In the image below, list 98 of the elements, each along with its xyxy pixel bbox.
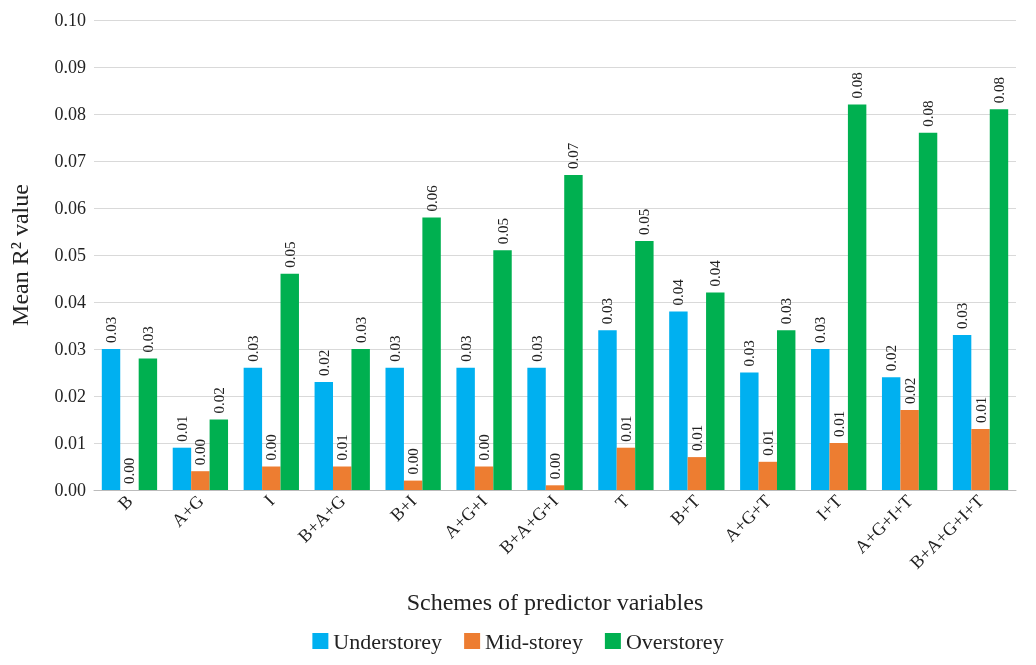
x-tick-label: T [611,490,633,513]
bar [758,461,777,490]
y-axis-title: Mean R² value [7,184,33,326]
x-tick-label: I [259,490,279,510]
data-label: 0.05 [281,241,298,268]
bar [280,273,299,490]
bar [243,367,263,490]
bar [527,367,546,490]
data-label: 0.00 [263,434,280,461]
data-label: 0.02 [883,344,900,372]
data-label: 0.03 [778,297,795,325]
bar [564,175,583,490]
data-label: 0.01 [972,396,989,423]
data-label: 0.03 [103,316,120,343]
data-label: 0.03 [244,335,261,362]
data-label: 0.08 [990,77,1007,104]
bar [971,428,990,490]
bar [811,349,830,490]
data-label: 0.03 [599,297,616,325]
data-label: 0.01 [334,434,351,461]
data-label: 0.01 [759,429,776,456]
bar [952,334,972,490]
bar [333,466,352,490]
data-label: 0.04 [670,278,687,306]
data-label: 0.03 [528,335,545,362]
bar [456,367,475,490]
bar [191,471,210,490]
legend-label: Understorey [333,628,443,654]
y-tick-label: 0.08 [54,104,86,124]
bar [209,419,229,490]
bar [403,480,423,490]
data-label: 0.01 [173,415,190,442]
data-label: 0.00 [547,453,563,480]
data-label: 0.03 [741,340,758,367]
bar [989,109,1009,490]
y-tick-label: 0.09 [54,57,86,77]
x-tick-label: I+T [812,490,846,525]
data-label: 0.07 [565,142,582,170]
bar [706,292,725,490]
bar [598,330,617,490]
bar [687,457,707,490]
x-axis-title: Schemes of predictor variables [406,589,704,615]
data-label: 0.00 [405,448,422,475]
data-label: 0.02 [901,377,918,405]
bar [422,217,441,490]
data-label: 0.05 [494,218,511,245]
data-label: 0.08 [849,72,866,99]
y-tick-label: 0.06 [54,198,86,218]
bar [545,485,565,490]
bar [172,447,192,490]
bar [493,250,512,490]
bar [881,377,901,490]
x-tick-label: B [113,490,137,514]
data-label: 0.02 [210,387,227,414]
bar [351,349,370,490]
data-label: 0.00 [192,438,209,466]
bar [669,311,688,490]
data-label: 0.00 [476,434,493,461]
bar [474,466,494,490]
data-label: 0.00 [121,457,138,484]
legend-label: Overstorey [625,628,724,654]
data-label: 0.03 [954,302,971,329]
bar [101,349,121,490]
y-tick-label: 0.05 [54,245,86,265]
data-label: 0.01 [688,424,705,452]
data-label: 0.03 [812,316,829,343]
data-label: 0.03 [139,326,156,353]
bar [616,447,636,490]
bar [635,240,654,490]
bar [385,367,404,490]
data-label: 0.03 [352,316,369,343]
data-label: 0.03 [457,335,474,362]
y-tick-label: 0.00 [54,480,86,500]
data-label: 0.01 [617,415,634,442]
data-label: 0.03 [386,335,403,362]
bar [847,104,867,490]
y-tick-label: 0.07 [54,151,86,171]
y-tick-label: 0.04 [54,292,86,312]
data-label: 0.05 [636,208,653,235]
y-tick-label: 0.03 [54,339,86,359]
bar [829,443,848,490]
y-tick-label: 0.02 [54,386,86,406]
data-label: 0.08 [920,100,937,127]
data-label: 0.04 [707,259,724,287]
bar [776,330,796,490]
data-label: 0.06 [423,184,440,212]
bar [314,381,334,490]
bar [740,372,759,490]
bar [138,358,158,490]
y-tick-label: 0.01 [54,433,86,453]
data-label: 0.02 [315,349,332,376]
data-label: 0.01 [830,410,847,437]
bar [918,132,938,490]
x-tick-label: B+I [386,490,421,525]
y-tick-label: 0.10 [54,10,86,30]
bar [262,466,281,490]
legend-label: Mid-storey [485,628,583,654]
bar [900,410,919,490]
